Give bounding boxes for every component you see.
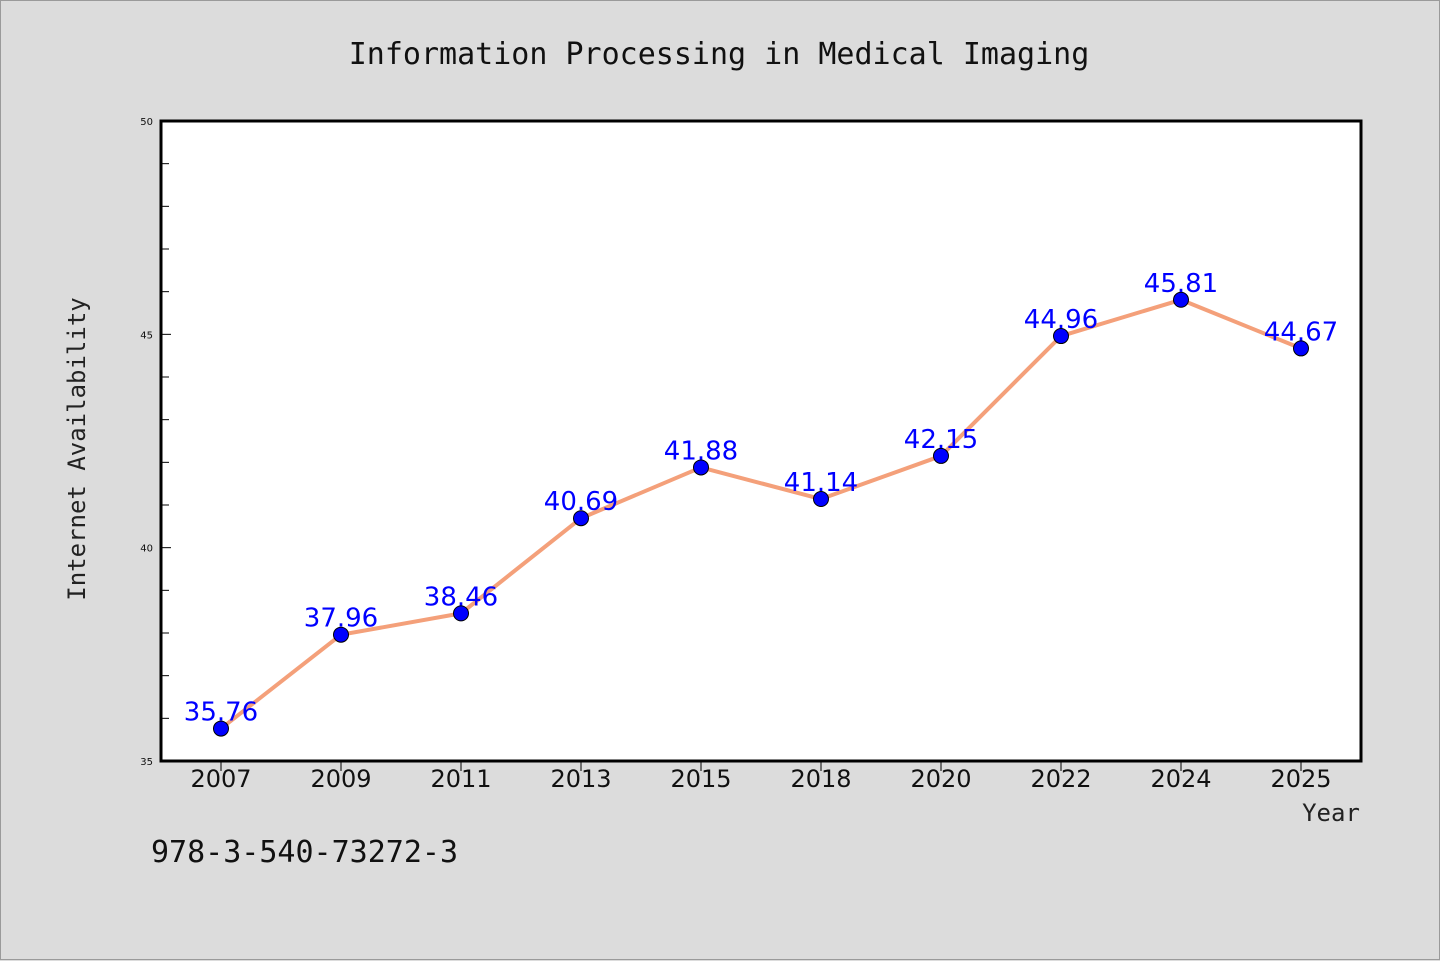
x-tick-label: 2022: [1030, 765, 1091, 793]
data-label: 41.14: [784, 468, 858, 498]
y-tick-label: 45: [140, 330, 153, 341]
data-label: 37.96: [304, 604, 378, 634]
data-point: [813, 491, 829, 508]
series-layer: 35.76 37.96 38.46 40.69 41.88 41.14 42.15 44.96…: [184, 269, 1338, 737]
chart-title: Information Processing in Medical Imagin…: [349, 37, 1090, 72]
data-point: [1053, 328, 1069, 345]
plot-area: [161, 121, 1361, 761]
x-tick-label: 2007: [190, 765, 251, 793]
data-label: 45.81: [1144, 269, 1218, 299]
data-label: 35.76: [184, 698, 258, 728]
x-tick-label: 2013: [550, 765, 611, 793]
series-line: [219, 297, 1302, 731]
data-point: [933, 447, 949, 464]
data-point: [213, 720, 229, 737]
x-tick-label: 2020: [910, 765, 971, 793]
plot-frame: [159, 119, 1363, 763]
y-axis-label: Internet Availability: [63, 297, 91, 600]
data-label: 40.69: [544, 487, 618, 517]
y-tick-label: 50: [140, 117, 153, 128]
isbn-footnote: 978-3-540-73272-3: [151, 835, 459, 870]
data-point: [1173, 291, 1189, 308]
y-tick-label: 35: [140, 757, 153, 768]
x-tick-label: 2009: [310, 765, 371, 793]
y-tick-label: 40: [140, 544, 153, 555]
data-point: [1293, 340, 1309, 357]
data-label: 38.46: [424, 582, 498, 612]
x-tick-label: 2015: [670, 765, 731, 793]
x-axis-label: Year: [1302, 799, 1360, 827]
x-tick-label: 2024: [1150, 765, 1211, 793]
data-label: 44.96: [1024, 305, 1098, 335]
data-point: [333, 626, 349, 643]
x-tick-label: 2011: [430, 765, 491, 793]
data-point: [693, 459, 709, 476]
data-label: 44.67: [1264, 317, 1338, 347]
x-tick-label: 2025: [1270, 765, 1331, 793]
data-point: [573, 510, 589, 527]
data-point: [453, 605, 469, 622]
data-label: 42.15: [904, 425, 978, 455]
data-label: 41.88: [664, 436, 738, 466]
x-axis: 2007 2009 2011 2013 2015 2018 2020 2022 2024 2025: [190, 761, 1332, 793]
x-tick-label: 2018: [790, 765, 851, 793]
